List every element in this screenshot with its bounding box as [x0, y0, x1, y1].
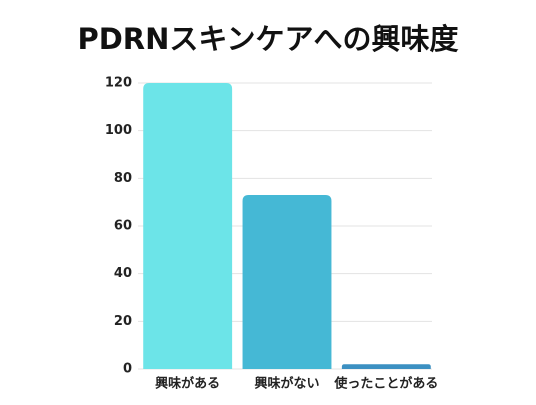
y-tick-label: 0	[123, 362, 132, 377]
bar	[143, 83, 233, 369]
x-tick-label: 興味がない	[254, 376, 319, 392]
y-tick-label: 80	[114, 171, 132, 186]
x-tick-label: 使ったことがある	[333, 376, 438, 392]
y-tick-label: 20	[114, 314, 132, 329]
y-tick-label: 40	[114, 266, 132, 281]
y-tick-label: 60	[114, 219, 132, 234]
y-tick-label: 120	[105, 76, 132, 91]
chart-title: PDRNスキンケアへの興味度	[77, 22, 458, 56]
x-tick-label: 興味がある	[155, 376, 220, 392]
y-tick-label: 100	[105, 123, 132, 138]
bar	[341, 364, 431, 369]
bar	[242, 195, 332, 369]
